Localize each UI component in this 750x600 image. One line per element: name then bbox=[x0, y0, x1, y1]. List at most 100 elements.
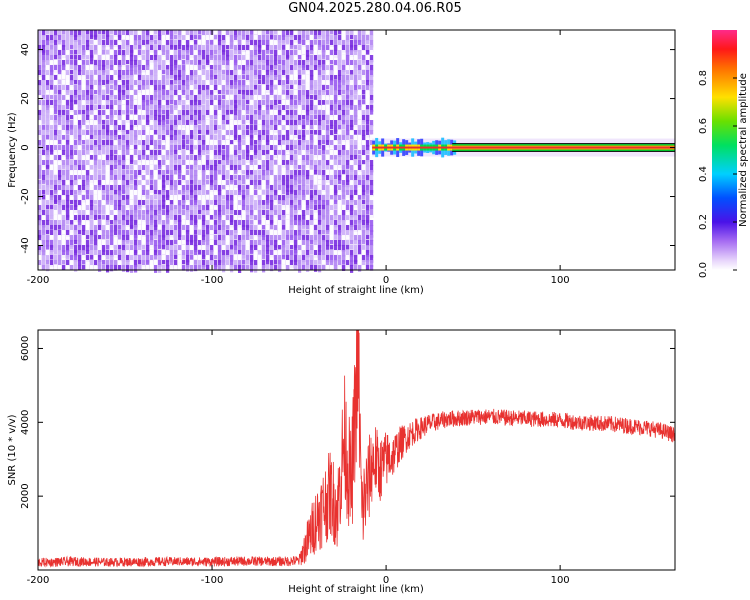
heatmap-noise-cell bbox=[170, 120, 174, 126]
heatmap-noise-cell bbox=[362, 125, 366, 132]
heatmap-noise-cell bbox=[58, 60, 62, 66]
heatmap-noise-cell bbox=[78, 160, 82, 166]
heatmap-noise-cell bbox=[318, 190, 322, 196]
heatmap-noise-cell bbox=[170, 155, 174, 163]
heatmap-noise-cell bbox=[358, 200, 362, 206]
heatmap-noise-cell bbox=[138, 115, 142, 120]
heatmap-noise-cell bbox=[122, 70, 126, 76]
heatmap-noise-cell bbox=[278, 50, 282, 57]
heatmap-noise-cell bbox=[310, 225, 314, 233]
heatmap-noise-cell bbox=[110, 195, 114, 203]
heatmap-noise-cell bbox=[354, 215, 358, 223]
heatmap-noise-cell bbox=[178, 210, 182, 215]
heatmap-noise-cell bbox=[90, 85, 94, 90]
heatmap-noise-cell bbox=[306, 260, 310, 268]
heatmap-noise-cell bbox=[358, 170, 362, 177]
heatmap-noise-cell bbox=[98, 200, 102, 207]
heatmap-noise-cell bbox=[134, 215, 138, 223]
heatmap-noise-cell bbox=[186, 90, 190, 97]
heatmap-noise-cell bbox=[110, 205, 114, 213]
heatmap-noise-cell bbox=[194, 265, 198, 272]
heatmap-noise-cell bbox=[138, 245, 142, 252]
heatmap-noise-cell bbox=[102, 165, 106, 173]
heatmap-noise-cell bbox=[166, 115, 170, 120]
heatmap-noise-cell bbox=[110, 80, 114, 85]
heatmap-noise-cell bbox=[334, 100, 338, 105]
heatmap-noise-cell bbox=[142, 100, 146, 106]
heatmap-noise-cell bbox=[266, 155, 270, 160]
heatmap-noise-cell bbox=[250, 205, 254, 213]
heatmap-noise-cell bbox=[210, 180, 214, 187]
heatmap-noise-cell bbox=[330, 150, 334, 156]
heatmap-noise-cell bbox=[74, 115, 78, 123]
heatmap-noise-cell bbox=[118, 120, 122, 127]
heatmap-noise-cell bbox=[130, 75, 134, 81]
heatmap-noise-cell bbox=[190, 175, 194, 183]
heatmap-noise-cell bbox=[166, 210, 170, 218]
heatmap-noise-cell bbox=[342, 50, 346, 55]
heatmap-noise-cell bbox=[162, 105, 166, 112]
heatmap-noise-cell bbox=[142, 195, 146, 203]
colorbar-tick-label: 0.4 bbox=[698, 166, 709, 182]
heatmap-noise-cell bbox=[306, 210, 310, 217]
heatmap-noise-cell bbox=[270, 235, 274, 240]
heatmap-noise-cell bbox=[262, 60, 266, 66]
heatmap-noise-cell bbox=[210, 225, 214, 231]
heatmap-noise-cell bbox=[170, 255, 174, 263]
heatmap-noise-cell bbox=[150, 200, 154, 208]
heatmap-noise-cell bbox=[122, 230, 126, 237]
heatmap-noise-cell bbox=[254, 140, 258, 145]
heatmap-noise-cell bbox=[190, 125, 194, 131]
heatmap-noise-cell bbox=[294, 230, 298, 236]
heatmap-noise-cell bbox=[330, 120, 334, 127]
heatmap-noise-cell bbox=[238, 90, 242, 95]
heatmap-noise-cell bbox=[214, 80, 218, 87]
heatmap-noise-cell bbox=[358, 120, 362, 128]
heatmap-noise-cell bbox=[366, 75, 370, 82]
heatmap-noise-cell bbox=[102, 230, 106, 236]
heatmap-noise-cell bbox=[66, 250, 70, 258]
heatmap-noise-cell bbox=[366, 70, 370, 75]
heatmap-noise-cell bbox=[114, 210, 118, 217]
heatmap-noise-cell bbox=[42, 150, 46, 157]
heatmap-noise-cell bbox=[222, 180, 226, 187]
heatmap-noise-cell bbox=[74, 30, 78, 38]
heatmap-noise-cell bbox=[298, 45, 302, 53]
heatmap-noise-cell bbox=[242, 150, 246, 156]
heatmap-noise-cell bbox=[218, 115, 222, 121]
heatmap-noise-cell bbox=[254, 165, 258, 171]
heatmap-noise-cell bbox=[78, 80, 82, 85]
heatmap-noise-cell bbox=[286, 60, 290, 68]
heatmap-noise-cell bbox=[78, 235, 82, 243]
heatmap-noise-cell bbox=[170, 90, 174, 98]
heatmap-noise-cell bbox=[142, 145, 146, 151]
heatmap-noise-cell bbox=[46, 100, 50, 108]
heatmap-noise-cell bbox=[338, 265, 342, 270]
heatmap-noise-cell bbox=[166, 80, 170, 87]
heatmap-noise-cell bbox=[70, 105, 74, 113]
heatmap-noise-cell bbox=[298, 135, 302, 140]
heatmap-noise-cell bbox=[130, 50, 134, 57]
heatmap-noise-cell bbox=[138, 135, 142, 143]
heatmap-noise-cell bbox=[358, 160, 362, 166]
heatmap-noise-cell bbox=[130, 180, 134, 185]
heatmap-noise-cell bbox=[150, 265, 154, 272]
heatmap-noise-cell bbox=[246, 265, 250, 270]
heatmap-noise-cell bbox=[58, 145, 62, 151]
heatmap-noise-cell bbox=[282, 240, 286, 248]
heatmap-noise-cell bbox=[174, 200, 178, 208]
heatmap-noise-cell bbox=[178, 200, 182, 207]
heatmap-noise-cell bbox=[114, 145, 118, 153]
heatmap-noise-cell bbox=[274, 190, 278, 196]
heatmap-noise-cell bbox=[358, 245, 362, 251]
heatmap-noise-cell bbox=[74, 250, 78, 257]
heatmap-noise-cell bbox=[50, 175, 54, 183]
heatmap-noise-cell bbox=[158, 115, 162, 122]
heatmap-noise-cell bbox=[330, 130, 334, 137]
heatmap-noise-cell bbox=[278, 195, 282, 201]
heatmap-noise-cell bbox=[58, 255, 62, 261]
heatmap-noise-cell bbox=[62, 110, 66, 116]
heatmap-noise-cell bbox=[366, 265, 370, 270]
heatmap-noise-cell bbox=[146, 155, 150, 161]
heatmap-noise-cell bbox=[158, 45, 162, 52]
